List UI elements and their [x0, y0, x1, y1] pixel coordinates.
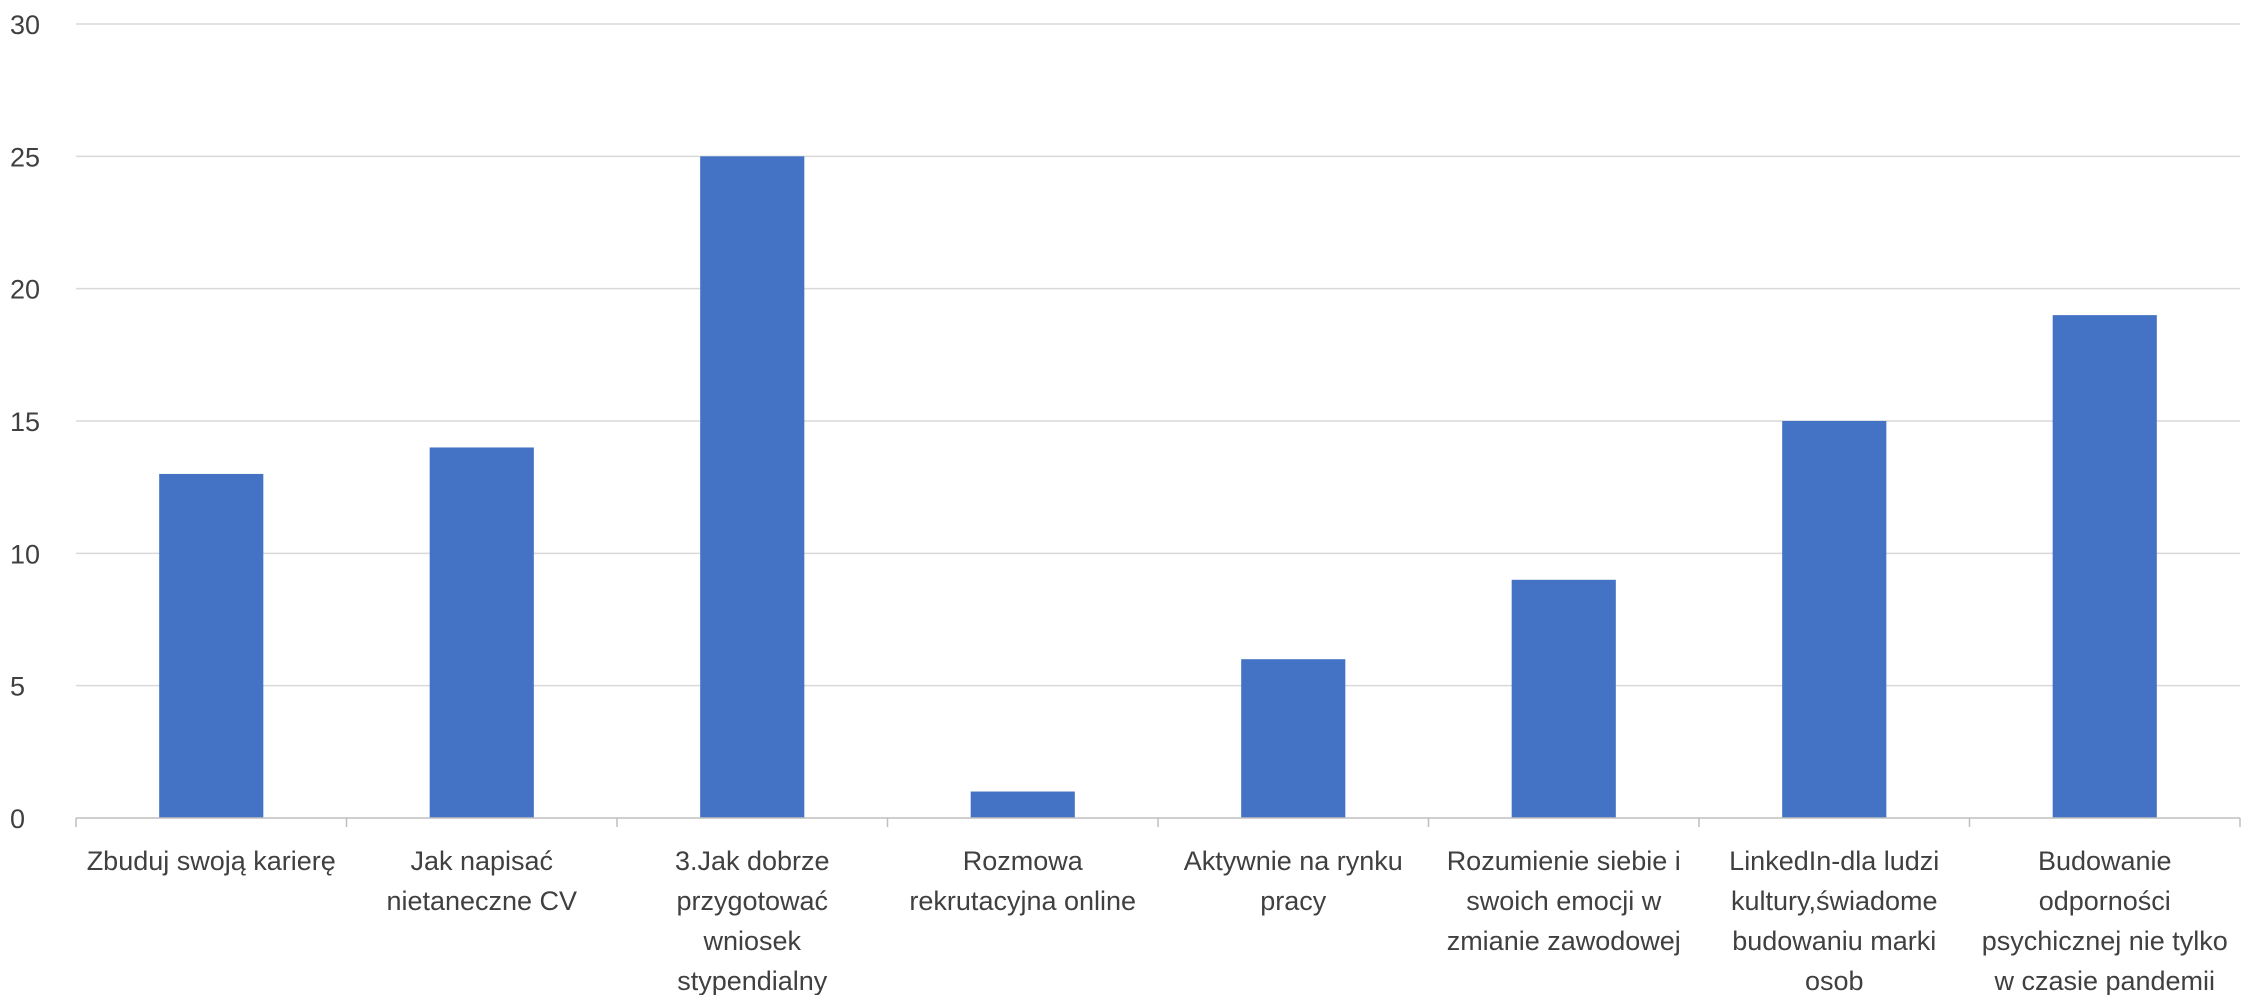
gridlines: [76, 23, 2240, 687]
x-category-label: 3.Jak dobrze przygotować wniosek stypendial…: [675, 846, 830, 995]
x-category-label-line: Rozmowa: [963, 846, 1084, 876]
y-tick-label: 20: [10, 275, 40, 305]
x-category-label-line: stypendialny: [677, 966, 828, 995]
y-tick-label: 30: [10, 10, 40, 40]
x-axis-category-labels: Zbuduj swoją karierę Jak napisać nietanecz…: [87, 846, 2228, 996]
x-category-label-line: swoich emocji w: [1466, 886, 1662, 916]
x-category-label: Rozumienie siebie i swoich emocji w zmiani…: [1447, 846, 1681, 956]
x-category-label-line: LinkedIn-dla ludzi: [1729, 846, 1939, 876]
y-tick-label: 15: [10, 407, 40, 437]
y-tick-label: 0: [10, 804, 25, 834]
bar: [159, 473, 264, 818]
y-axis-tick-labels: 0 5 10 15 20 25 30: [10, 10, 40, 834]
x-category-label-line: przygotować: [676, 886, 828, 916]
x-category-label-line: Jak napisać: [410, 846, 553, 876]
x-category-label-line: budowaniu marki: [1732, 926, 1936, 956]
bar: [1511, 579, 1616, 818]
x-category-label-line: 3.Jak dobrze: [675, 846, 830, 876]
x-category-label-line: pracy: [1260, 886, 1327, 916]
x-category-label-line: Zbuduj swoją karierę: [87, 846, 336, 876]
x-category-label: Aktywnie na rynku pracy: [1184, 846, 1403, 916]
y-tick-label: 25: [10, 142, 40, 172]
x-category-label-line: w czasie pandemii: [1993, 966, 2215, 995]
x-category-label-line: wniosek: [702, 926, 801, 956]
x-category-label-line: Aktywnie na rynku: [1184, 846, 1403, 876]
x-category-label-line: nietaneczne CV: [386, 886, 577, 916]
bar: [1241, 659, 1346, 818]
x-category-label-line: psychicznej nie tylko: [1982, 926, 2228, 956]
x-category-label: Budowanie odporności psychicznej nie tylko…: [1982, 846, 2228, 995]
x-category-label-line: rekrutacyjna online: [909, 886, 1136, 916]
x-category-label-line: osob: [1805, 966, 1864, 995]
x-category-label: LinkedIn-dla ludzi kultury,świadome budowa…: [1729, 846, 1939, 995]
x-category-label-line: zmianie zawodowej: [1447, 926, 1681, 956]
y-tick-label: 5: [10, 672, 25, 702]
bar: [700, 156, 805, 819]
x-axis: [75, 817, 2241, 827]
x-category-label-line: kultury,świadome: [1731, 886, 1938, 916]
x-category-label: Jak napisać nietaneczne CV: [386, 846, 577, 916]
bar: [2052, 315, 2157, 818]
bar: [1782, 421, 1887, 818]
x-category-label: Zbuduj swoją karierę: [87, 846, 336, 876]
bar: [970, 791, 1075, 818]
x-category-label: Rozmowa rekrutacyjna online: [909, 846, 1136, 916]
x-category-label-line: odporności: [2039, 886, 2171, 916]
y-tick-label: 10: [10, 539, 40, 569]
bar: [429, 447, 534, 818]
x-category-label-line: Rozumienie siebie i: [1447, 846, 1681, 876]
x-category-label-line: Budowanie: [2038, 846, 2172, 876]
bars: [159, 156, 2157, 819]
